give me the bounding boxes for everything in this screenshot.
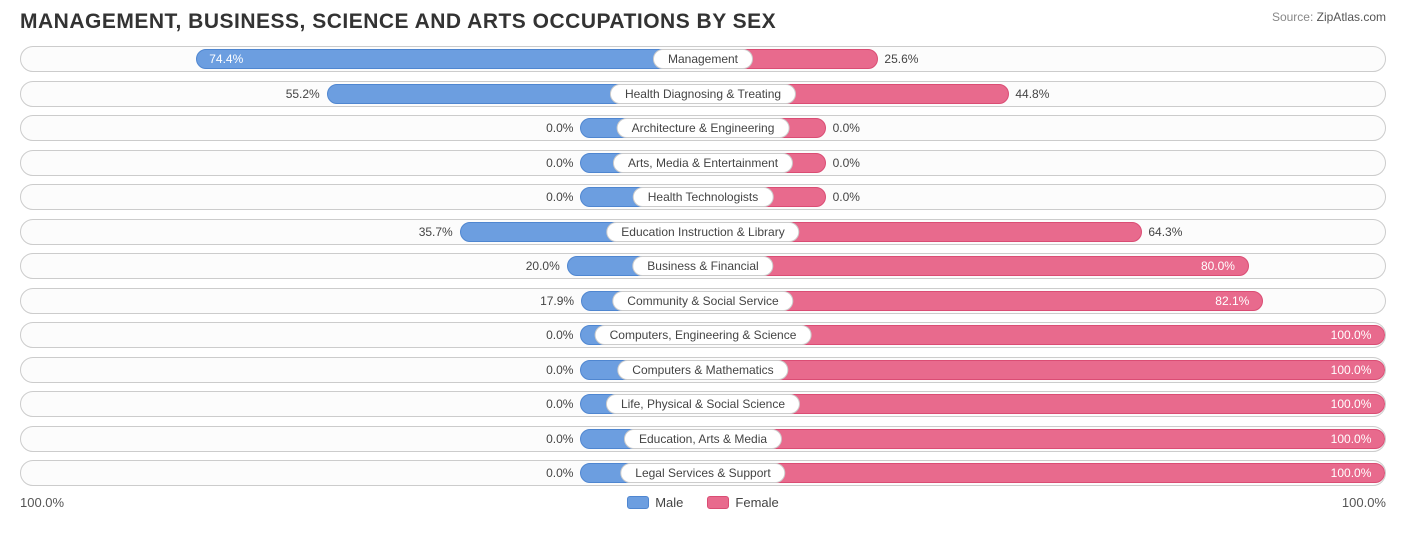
category-label: Education Instruction & Library: [606, 222, 799, 242]
source-value: ZipAtlas.com: [1317, 10, 1386, 24]
female-pct-label: 0.0%: [833, 190, 860, 204]
chart-row: 20.0% 80.0% Business & Financial: [20, 253, 1386, 279]
male-pct-label: 0.0%: [546, 121, 573, 135]
male-pct-label: 35.7%: [419, 225, 453, 239]
male-pct-label: 0.0%: [546, 432, 573, 446]
chart-row: 35.7% 64.3% Education Instruction & Librar…: [20, 219, 1386, 245]
female-bar: [703, 463, 1385, 483]
female-pct-label: 100.0%: [1331, 363, 1372, 377]
female-pct-label: 80.0%: [1201, 259, 1235, 273]
chart-row: 0.0% 100.0% Legal Services & Support: [20, 460, 1386, 486]
header: MANAGEMENT, BUSINESS, SCIENCE AND ARTS O…: [20, 10, 1386, 34]
swatch-male: [627, 496, 649, 509]
chart-row: 0.0% 100.0% Education, Arts & Media: [20, 426, 1386, 452]
chart-row: 0.0% 0.0% Arts, Media & Entertainment: [20, 150, 1386, 176]
male-pct-label: 0.0%: [546, 156, 573, 170]
axis-left-label: 100.0%: [20, 495, 64, 510]
chart-row: 0.0% 0.0% Health Technologists: [20, 184, 1386, 210]
chart-area: 74.4% 25.6% Management 55.2% 44.8% Health Dia…: [20, 46, 1386, 486]
category-label: Legal Services & Support: [620, 463, 785, 483]
male-pct-label: 0.0%: [546, 397, 573, 411]
category-label: Education, Arts & Media: [624, 429, 782, 449]
female-pct-label: 100.0%: [1331, 397, 1372, 411]
legend-label-male: Male: [655, 495, 683, 510]
chart-title: MANAGEMENT, BUSINESS, SCIENCE AND ARTS O…: [20, 10, 776, 34]
category-label: Business & Financial: [632, 256, 773, 276]
chart-row: 0.0% 0.0% Architecture & Engineering: [20, 115, 1386, 141]
source-attribution: Source: ZipAtlas.com: [1272, 10, 1386, 24]
female-pct-label: 25.6%: [884, 52, 918, 66]
female-pct-label: 100.0%: [1331, 466, 1372, 480]
swatch-female: [707, 496, 729, 509]
female-pct-label: 0.0%: [833, 156, 860, 170]
male-pct-label: 74.4%: [209, 52, 243, 66]
chart-row: 0.0% 100.0% Computers & Mathematics: [20, 357, 1386, 383]
axis-right-label: 100.0%: [1342, 495, 1386, 510]
legend-label-female: Female: [735, 495, 778, 510]
female-pct-label: 82.1%: [1215, 294, 1249, 308]
legend-item-female: Female: [707, 495, 778, 510]
female-bar: [703, 429, 1385, 449]
category-label: Computers & Mathematics: [617, 360, 788, 380]
male-pct-label: 20.0%: [526, 259, 560, 273]
chart-row: 0.0% 100.0% Life, Physical & Social Scienc…: [20, 391, 1386, 417]
category-label: Health Technologists: [633, 187, 774, 207]
female-pct-label: 100.0%: [1331, 432, 1372, 446]
female-pct-label: 0.0%: [833, 121, 860, 135]
male-pct-label: 0.0%: [546, 466, 573, 480]
category-label: Computers, Engineering & Science: [595, 325, 812, 345]
female-pct-label: 100.0%: [1331, 328, 1372, 342]
category-label: Arts, Media & Entertainment: [613, 153, 793, 173]
source-label: Source:: [1272, 10, 1313, 24]
category-label: Community & Social Service: [612, 291, 793, 311]
female-bar: [703, 256, 1249, 276]
male-pct-label: 0.0%: [546, 363, 573, 377]
female-pct-label: 64.3%: [1148, 225, 1182, 239]
category-label: Architecture & Engineering: [617, 118, 790, 138]
male-pct-label: 17.9%: [540, 294, 574, 308]
male-pct-label: 0.0%: [546, 328, 573, 342]
chart-row: 0.0% 100.0% Computers, Engineering & Scien…: [20, 322, 1386, 348]
female-bar: [703, 360, 1385, 380]
chart-footer: 100.0% Male Female 100.0%: [20, 495, 1386, 510]
male-bar: [196, 49, 703, 69]
chart-row: 17.9% 82.1% Community & Social Service: [20, 288, 1386, 314]
legend-item-male: Male: [627, 495, 683, 510]
chart-row: 55.2% 44.8% Health Diagnosing & Treating: [20, 81, 1386, 107]
category-label: Management: [653, 49, 753, 69]
female-bar: [703, 394, 1385, 414]
male-pct-label: 0.0%: [546, 190, 573, 204]
male-pct-label: 55.2%: [286, 87, 320, 101]
category-label: Health Diagnosing & Treating: [610, 84, 796, 104]
chart-row: 74.4% 25.6% Management: [20, 46, 1386, 72]
category-label: Life, Physical & Social Science: [606, 394, 800, 414]
female-pct-label: 44.8%: [1015, 87, 1049, 101]
legend: Male Female: [627, 495, 779, 510]
